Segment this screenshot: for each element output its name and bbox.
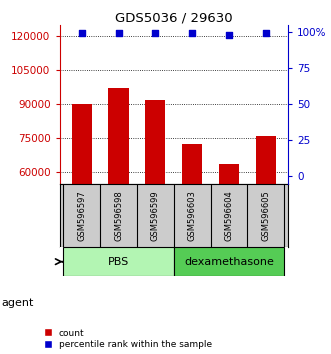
Text: PBS: PBS bbox=[108, 257, 129, 267]
Point bbox=[190, 30, 195, 36]
Bar bbox=[219, 164, 239, 309]
Point bbox=[263, 30, 268, 36]
Point bbox=[226, 32, 232, 38]
Text: GSM596599: GSM596599 bbox=[151, 190, 160, 241]
Text: agent: agent bbox=[2, 298, 34, 308]
Bar bbox=[256, 136, 276, 309]
Point bbox=[116, 30, 121, 36]
Text: GSM596603: GSM596603 bbox=[188, 190, 197, 241]
Point bbox=[79, 30, 84, 36]
Text: GSM596604: GSM596604 bbox=[224, 190, 234, 241]
Title: GDS5036 / 29630: GDS5036 / 29630 bbox=[115, 12, 233, 25]
Text: GSM596597: GSM596597 bbox=[77, 190, 86, 241]
Bar bbox=[63, 247, 174, 276]
Text: dexamethasone: dexamethasone bbox=[184, 257, 274, 267]
Text: GSM596598: GSM596598 bbox=[114, 190, 123, 241]
Bar bbox=[71, 104, 92, 309]
Bar bbox=[145, 100, 166, 309]
Text: GSM596605: GSM596605 bbox=[261, 190, 270, 241]
Bar bbox=[182, 144, 202, 309]
Bar bbox=[174, 247, 284, 276]
Point bbox=[153, 30, 158, 36]
Legend: count, percentile rank within the sample: count, percentile rank within the sample bbox=[44, 329, 212, 349]
Bar bbox=[108, 88, 129, 309]
